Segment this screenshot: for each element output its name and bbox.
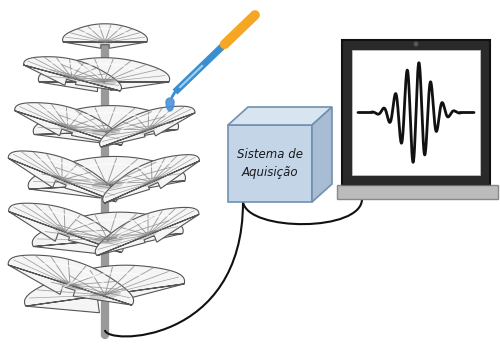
Polygon shape <box>352 50 480 175</box>
Polygon shape <box>228 125 312 202</box>
Ellipse shape <box>138 230 158 240</box>
Ellipse shape <box>58 280 82 290</box>
Ellipse shape <box>92 181 122 189</box>
Polygon shape <box>8 151 117 202</box>
Polygon shape <box>166 98 174 111</box>
Ellipse shape <box>89 290 121 300</box>
Ellipse shape <box>62 74 82 82</box>
Ellipse shape <box>142 177 162 187</box>
Polygon shape <box>38 58 170 92</box>
Polygon shape <box>8 255 134 305</box>
Polygon shape <box>312 107 332 202</box>
Ellipse shape <box>93 236 123 244</box>
Polygon shape <box>24 265 184 313</box>
Polygon shape <box>96 208 199 256</box>
Polygon shape <box>62 24 148 48</box>
Ellipse shape <box>92 128 120 136</box>
Ellipse shape <box>138 126 158 134</box>
Polygon shape <box>14 103 123 145</box>
Polygon shape <box>342 40 490 185</box>
Ellipse shape <box>96 39 114 45</box>
Polygon shape <box>337 185 498 199</box>
Polygon shape <box>8 203 123 252</box>
Polygon shape <box>24 57 122 91</box>
Text: Sistema de: Sistema de <box>237 148 303 161</box>
Polygon shape <box>102 155 200 203</box>
Ellipse shape <box>51 175 73 185</box>
Ellipse shape <box>91 78 117 86</box>
Ellipse shape <box>58 124 78 133</box>
Polygon shape <box>33 106 178 143</box>
Circle shape <box>414 42 418 47</box>
Ellipse shape <box>54 227 76 237</box>
Polygon shape <box>32 212 183 254</box>
Polygon shape <box>28 156 186 198</box>
Text: Aquisição: Aquisição <box>242 166 298 179</box>
Polygon shape <box>100 106 195 147</box>
Polygon shape <box>228 107 332 125</box>
